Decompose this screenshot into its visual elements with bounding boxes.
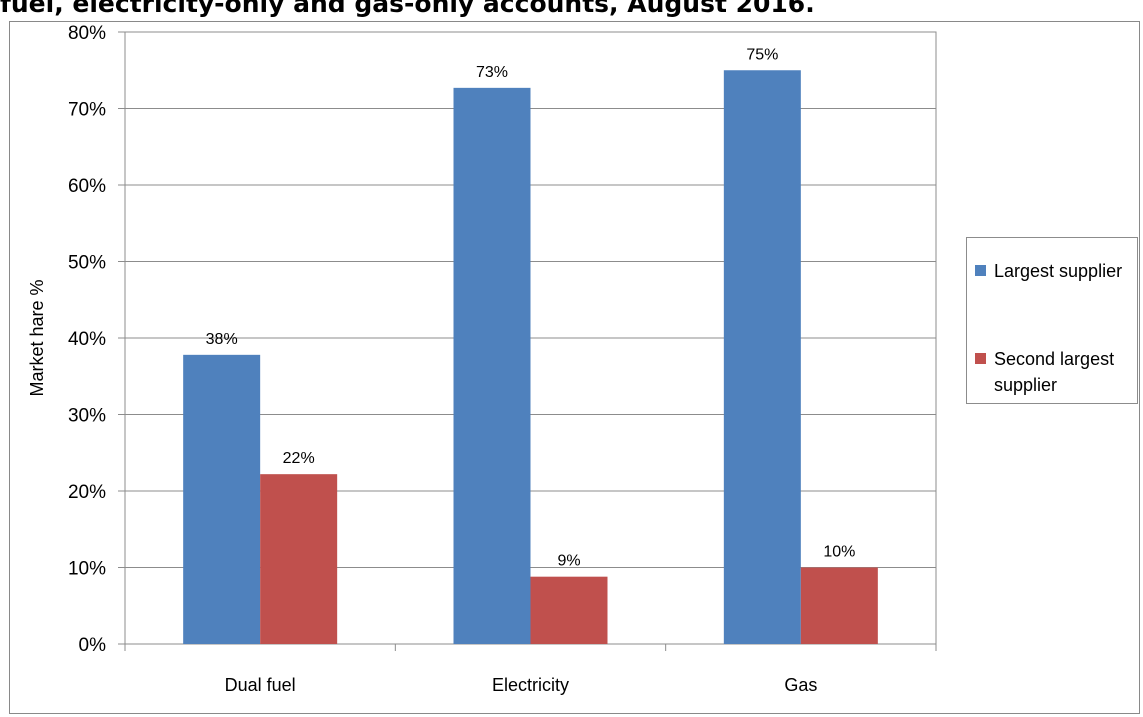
y-tick-label: 30%	[68, 406, 106, 427]
y-tick-label: 60%	[68, 176, 106, 197]
y-tick-label: 40%	[68, 329, 106, 350]
y-tick-label: 0%	[79, 635, 107, 656]
legend-swatch-largest-supplier	[975, 265, 986, 276]
bar	[260, 474, 338, 644]
data-label: 9%	[557, 553, 580, 570]
data-label: 73%	[476, 64, 508, 81]
legend-label-second-largest-supplier: Second largest supplier	[994, 349, 1115, 395]
data-label: 10%	[823, 544, 855, 561]
data-label: 22%	[283, 450, 315, 467]
bar	[183, 354, 261, 644]
chart-legend: Largest supplier Second largest supplier	[966, 237, 1138, 404]
data-label: 38%	[206, 331, 238, 348]
legend-item-second-largest-supplier: Second largest supplier	[975, 346, 1134, 398]
bar	[800, 567, 878, 644]
legend-swatch-second-largest-supplier	[975, 353, 986, 364]
legend-label-largest-supplier: Largest supplier	[994, 261, 1123, 281]
y-tick-label: 50%	[68, 253, 106, 274]
y-tick-label: 70%	[68, 100, 106, 121]
y-tick-label: 20%	[68, 482, 106, 503]
y-axis-label: Market hare %	[27, 279, 47, 396]
x-tick-label: Gas	[784, 675, 817, 695]
x-tick-label: Electricity	[492, 675, 569, 695]
data-label: 75%	[746, 46, 778, 63]
legend-item-largest-supplier: Largest supplier	[975, 258, 1134, 284]
bar	[530, 576, 608, 644]
y-tick-label: 80%	[68, 23, 106, 44]
bar	[723, 70, 801, 644]
chart-frame	[9, 21, 1140, 714]
bar	[453, 87, 531, 645]
chart-title: fuel, electricity-only and gas-only acco…	[0, 0, 815, 18]
x-tick-label: Dual fuel	[225, 675, 296, 695]
y-tick-label: 10%	[68, 559, 106, 580]
